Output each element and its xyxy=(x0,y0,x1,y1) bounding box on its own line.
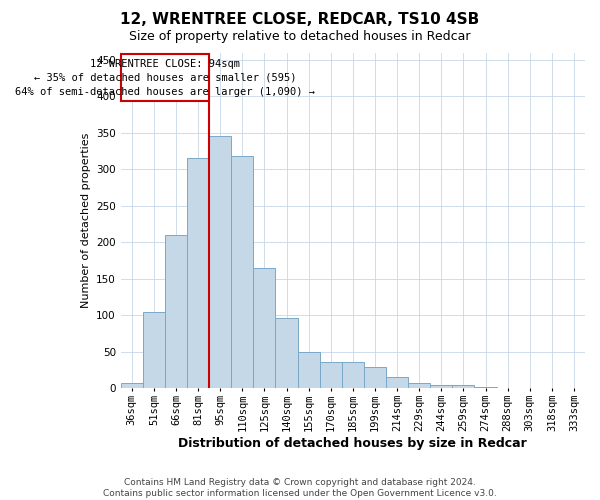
Bar xyxy=(165,235,187,388)
X-axis label: Distribution of detached houses by size in Redcar: Distribution of detached houses by size … xyxy=(178,437,527,450)
Bar xyxy=(253,268,275,388)
Bar xyxy=(143,312,165,388)
Bar xyxy=(121,54,209,102)
Bar xyxy=(386,376,408,388)
Bar xyxy=(408,382,430,388)
Text: Contains HM Land Registry data © Crown copyright and database right 2024.
Contai: Contains HM Land Registry data © Crown c… xyxy=(103,478,497,498)
Bar xyxy=(298,352,320,389)
Text: 12 WRENTREE CLOSE: 94sqm
← 35% of detached houses are smaller (595)
64% of semi-: 12 WRENTREE CLOSE: 94sqm ← 35% of detach… xyxy=(15,58,315,96)
Bar xyxy=(275,318,298,388)
Text: 12, WRENTREE CLOSE, REDCAR, TS10 4SB: 12, WRENTREE CLOSE, REDCAR, TS10 4SB xyxy=(121,12,479,28)
Bar xyxy=(430,384,452,388)
Text: Size of property relative to detached houses in Redcar: Size of property relative to detached ho… xyxy=(129,30,471,43)
Bar xyxy=(231,156,253,388)
Bar xyxy=(187,158,209,388)
Bar xyxy=(209,136,231,388)
Bar xyxy=(121,384,143,388)
Y-axis label: Number of detached properties: Number of detached properties xyxy=(80,133,91,308)
Bar xyxy=(320,362,342,388)
Bar xyxy=(364,367,386,388)
Bar xyxy=(475,387,497,388)
Bar xyxy=(452,386,475,388)
Bar xyxy=(342,362,364,388)
